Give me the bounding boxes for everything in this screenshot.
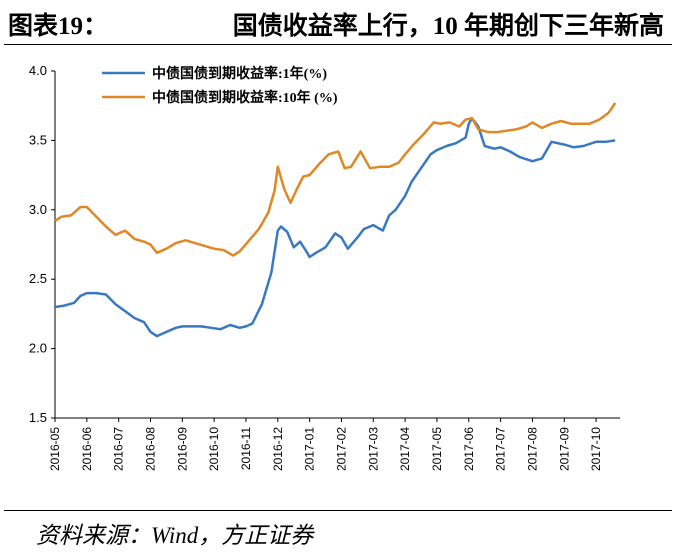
x-tick-label: 2017-02 [334, 427, 348, 471]
series-line-10y [54, 102, 617, 257]
x-tick-label: 2016-10 [207, 427, 221, 471]
x-tick-label: 2017-08 [525, 427, 539, 471]
series-line-1y [54, 116, 616, 338]
y-tick-label: 3.5 [29, 132, 47, 147]
legend-label-10y: 中债国债到期收益率:10年 (%) [152, 89, 338, 106]
footer-rule [4, 510, 672, 511]
line-chart: 1.5 2.0 2.5 3.0 3.5 4.0 2016-05 2016-06 2016-07 2… [29, 63, 620, 471]
y-tick-label: 2.5 [29, 271, 47, 286]
x-tick-label: 2017-05 [430, 427, 444, 471]
y-tick-label: 3.0 [29, 202, 47, 217]
figure-header: 图表19： 国债收益率上行，10 年期创下三年新高 [0, 0, 678, 44]
y-tick-label: 1.5 [29, 410, 47, 425]
header-rule [4, 44, 672, 45]
x-tick-label: 2016-11 [239, 427, 253, 470]
y-tick-label: 4.0 [29, 63, 47, 78]
legend-label-1y: 中债国债到期收益率:1年(%) [152, 65, 327, 82]
x-tick-label: 2017-01 [303, 427, 317, 471]
x-tick-label: 2017-10 [589, 427, 603, 471]
x-tick-label: 2017-06 [462, 427, 476, 471]
x-tick-label: 2017-03 [366, 427, 380, 471]
x-tick-label: 2017-09 [557, 427, 571, 471]
x-tick-label: 2016-07 [112, 427, 126, 471]
x-tick-label: 2016-06 [80, 427, 94, 471]
x-tick-label: 2016-08 [143, 427, 157, 471]
figure-label: 图表19： [8, 13, 109, 40]
x-tick-label: 2016-09 [175, 427, 189, 471]
y-tick-label: 2.0 [29, 341, 47, 356]
source-note: 资料来源：Wind，方正证券 [36, 523, 314, 548]
x-tick-label: 2017-07 [494, 427, 508, 471]
x-tick-label: 2016-12 [271, 427, 285, 471]
figure-title: 国债收益率上行，10 年期创下三年新高 [232, 13, 664, 40]
x-tick-label: 2017-04 [398, 427, 412, 471]
x-tick-label: 2016-05 [48, 427, 62, 471]
